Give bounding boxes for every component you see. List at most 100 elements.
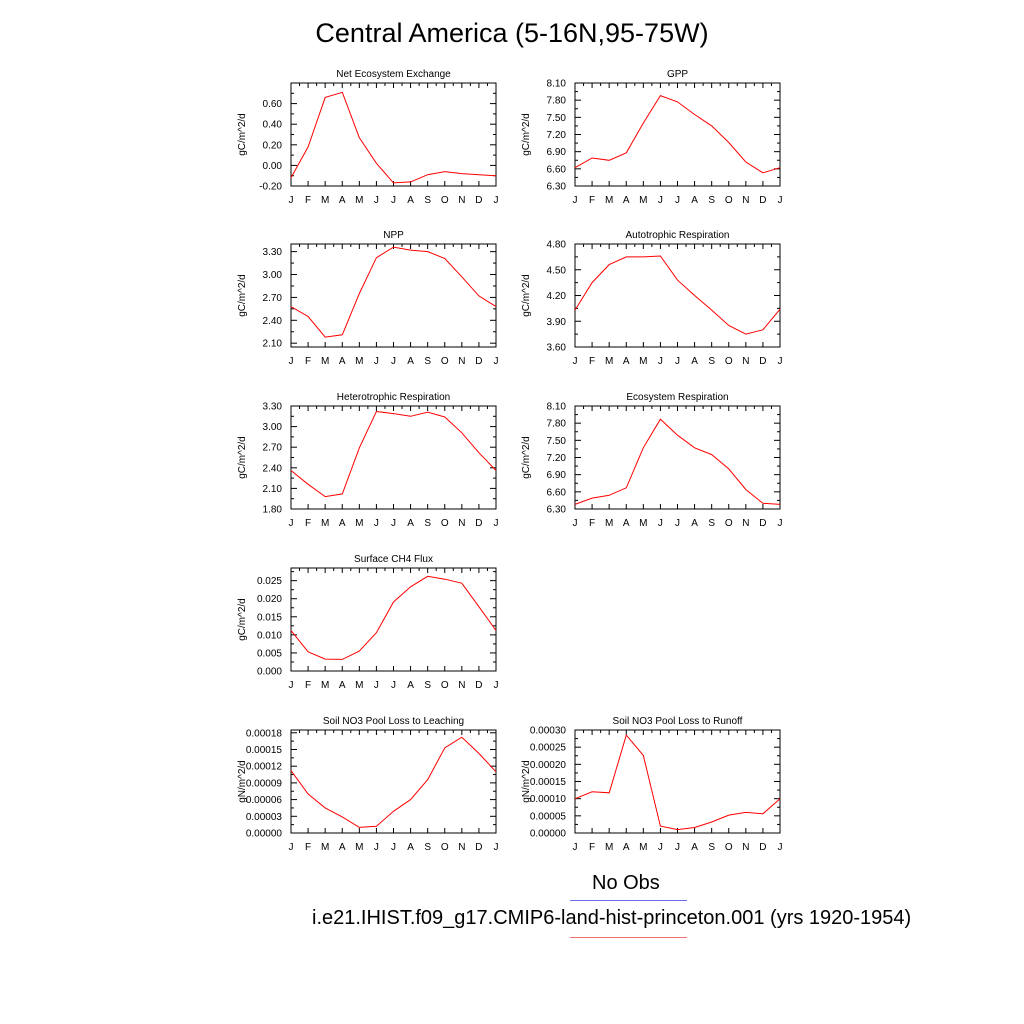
x-tick-label: O	[725, 356, 733, 367]
legend-line-obs	[570, 900, 687, 901]
x-tick-label: J	[391, 195, 396, 206]
y-axis-label: gC/m^2/d	[237, 436, 248, 479]
y-tick-label: 2.70	[263, 443, 283, 454]
x-tick-label: J	[374, 195, 379, 206]
x-tick-label: J	[675, 842, 680, 853]
x-tick-label: J	[658, 356, 663, 367]
x-tick-label: N	[742, 195, 749, 206]
y-tick-label: 2.70	[263, 293, 283, 304]
x-tick-label: J	[374, 842, 379, 853]
y-tick-label: 8.10	[547, 402, 567, 413]
x-tick-label: O	[441, 680, 449, 691]
x-tick-label: F	[589, 356, 595, 367]
y-tick-label: 0.00020	[530, 760, 567, 771]
legend-line-model	[570, 937, 687, 938]
y-tick-label: 0.00003	[246, 812, 283, 823]
x-tick-label: M	[639, 356, 647, 367]
x-tick-label: F	[589, 518, 595, 529]
y-axis-label: gC/m^2/d	[237, 113, 248, 156]
y-tick-label: 0.000	[257, 667, 282, 678]
x-tick-label: M	[355, 842, 363, 853]
x-tick-label: M	[321, 195, 329, 206]
x-tick-label: S	[708, 842, 715, 853]
y-tick-label: 8.10	[547, 79, 567, 90]
x-tick-label: A	[623, 842, 630, 853]
x-tick-label: M	[321, 518, 329, 529]
y-tick-label: 7.80	[547, 96, 567, 107]
x-tick-label: F	[305, 356, 311, 367]
x-tick-label: M	[639, 518, 647, 529]
plot-frame	[290, 567, 497, 672]
x-tick-label: F	[305, 680, 311, 691]
y-tick-label: 3.00	[263, 422, 283, 433]
x-tick-label: J	[289, 195, 294, 206]
x-tick-label: J	[391, 842, 396, 853]
y-tick-label: 7.20	[547, 453, 567, 464]
y-tick-label: 0.00015	[530, 777, 567, 788]
chart-title: Soil NO3 Pool Loss to Runoff	[613, 716, 743, 727]
y-axis-label: gN/m^2/d	[237, 760, 248, 803]
y-tick-label: 6.30	[547, 182, 567, 193]
x-tick-label: D	[475, 518, 482, 529]
x-tick-label: F	[305, 842, 311, 853]
series-line	[574, 418, 781, 505]
y-tick-label: 7.20	[547, 130, 567, 141]
x-tick-label: A	[407, 195, 414, 206]
y-tick-label: 2.10	[263, 484, 283, 495]
x-tick-label: F	[305, 518, 311, 529]
y-tick-label: 2.40	[263, 316, 283, 327]
y-tick-label: 0.020	[257, 594, 282, 605]
x-tick-label: N	[458, 842, 465, 853]
x-tick-label: F	[305, 195, 311, 206]
y-tick-label: 0.00030	[530, 726, 567, 737]
x-tick-label: J	[494, 356, 499, 367]
chart-title: NPP	[383, 230, 404, 241]
y-tick-label: 4.50	[547, 265, 567, 276]
series-line	[574, 255, 781, 335]
x-tick-label: S	[424, 195, 431, 206]
plot-frame	[574, 405, 781, 510]
y-tick-label: 7.80	[547, 419, 567, 430]
x-tick-label: O	[725, 842, 733, 853]
x-tick-label: J	[573, 518, 578, 529]
x-tick-label: J	[658, 842, 663, 853]
y-tick-label: 0.005	[257, 648, 282, 659]
x-tick-label: M	[355, 356, 363, 367]
series-line	[290, 246, 497, 338]
legend-label-model: i.e21.IHIST.f09_g17.CMIP6-land-hist-prin…	[312, 907, 912, 929]
x-tick-label: J	[675, 195, 680, 206]
chart-title: Net Ecosystem Exchange	[336, 69, 451, 80]
y-tick-label: -0.20	[259, 182, 282, 193]
y-tick-label: 0.00025	[530, 743, 567, 754]
y-tick-label: 0.40	[263, 120, 283, 131]
x-tick-label: J	[658, 518, 663, 529]
chart-title: Surface CH4 Flux	[354, 554, 433, 565]
x-tick-label: D	[475, 356, 482, 367]
series-line	[290, 736, 497, 828]
x-tick-label: A	[623, 195, 630, 206]
x-tick-label: J	[289, 518, 294, 529]
x-tick-label: S	[708, 518, 715, 529]
x-tick-label: J	[289, 356, 294, 367]
y-tick-label: 3.00	[263, 270, 283, 281]
y-tick-label: 0.00009	[246, 778, 283, 789]
y-axis-label: gC/m^2/d	[237, 598, 248, 641]
y-tick-label: 2.40	[263, 463, 283, 474]
y-tick-label: 0.015	[257, 612, 282, 623]
y-tick-label: 0.00006	[246, 795, 283, 806]
y-tick-label: 6.60	[547, 487, 567, 498]
x-tick-label: D	[759, 842, 766, 853]
x-tick-label: J	[675, 518, 680, 529]
y-tick-label: 0.00005	[530, 811, 567, 822]
y-tick-label: 0.60	[263, 99, 283, 110]
x-tick-label: A	[691, 356, 698, 367]
y-tick-label: 0.00018	[246, 728, 283, 739]
x-tick-label: M	[605, 356, 613, 367]
